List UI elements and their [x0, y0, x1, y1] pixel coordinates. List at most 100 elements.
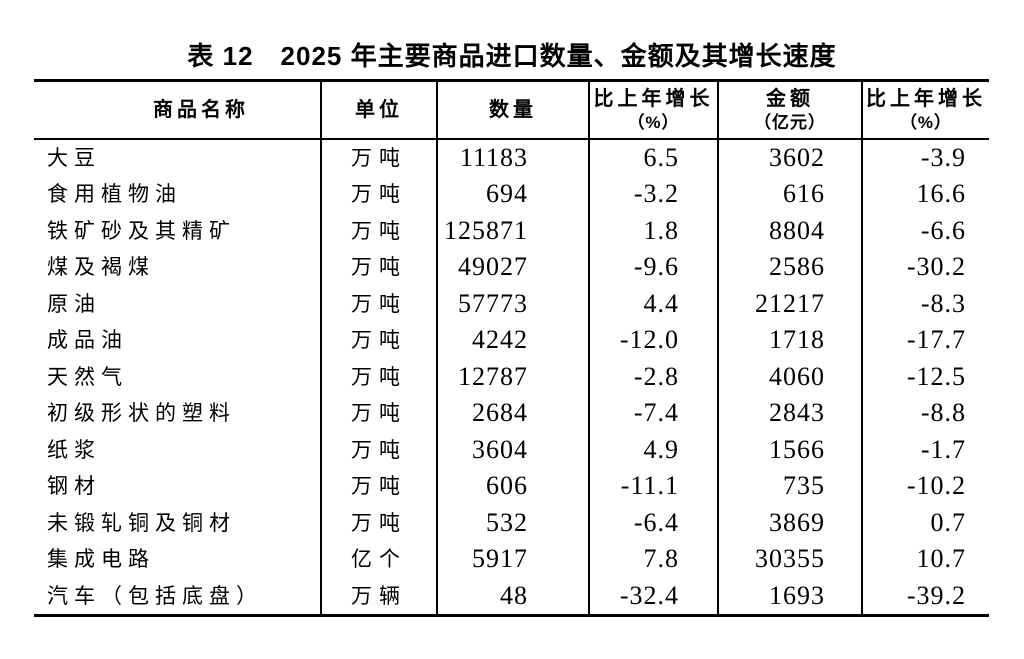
table-row: 成品油 万吨 4242 -12.0 1718 -17.7 [34, 322, 989, 359]
cell-quantity: 3604 [436, 431, 589, 468]
cell-commodity-name: 汽车（包括底盘） [47, 583, 263, 608]
cell-amount: 4060 [717, 358, 862, 395]
cell-commodity-name: 原油 [47, 291, 101, 316]
cell-unit: 万吨 [320, 468, 437, 505]
cell-commodity-name: 煤及褐煤 [47, 255, 155, 279]
cell-amount: 21217 [717, 285, 862, 322]
cell-commodity-name: 食用植物油 [47, 182, 182, 206]
table-title: 表 12 2025 年主要商品进口数量、金额及其增长速度 [187, 41, 837, 71]
cell-quantity-growth: 4.9 [588, 431, 718, 468]
cell-quantity-growth: -3.2 [588, 176, 718, 213]
cell-quantity-growth: 6.5 [588, 138, 718, 176]
cell-commodity-name: 成品油 [47, 328, 128, 352]
header-amount: 金额 （亿元） [717, 80, 862, 140]
cell-amount: 30355 [717, 541, 862, 578]
cell-quantity: 11183 [436, 138, 589, 176]
import-commodities-table: 商品名称 单位 数量 比上年增长 （%） 金额 （亿元） 比上年增长 [34, 79, 989, 617]
cell-unit: 万吨 [320, 285, 437, 322]
header-quantity-growth: 比上年增长 （%） [588, 80, 718, 140]
table-body: 大豆 万吨 11183 6.5 3602 -3.9 食用植物油 万吨 694 -… [34, 138, 989, 616]
cell-quantity: 49027 [436, 249, 589, 286]
cell-unit: 万吨 [320, 138, 437, 176]
cell-quantity: 532 [436, 504, 589, 541]
cell-quantity-growth: -32.4 [588, 577, 718, 616]
table-row: 纸浆 万吨 3604 4.9 1566 -1.7 [34, 431, 989, 468]
cell-unit: 万吨 [320, 322, 437, 359]
cell-amount: 1566 [717, 431, 862, 468]
header-quantity: 数量 [436, 80, 589, 140]
cell-quantity-growth: -11.1 [588, 468, 718, 505]
table-row: 大豆 万吨 11183 6.5 3602 -3.9 [34, 138, 989, 176]
cell-commodity-name: 钢材 [47, 474, 101, 498]
table-row: 初级形状的塑料 万吨 2684 -7.4 2843 -8.8 [34, 395, 989, 432]
cell-amount-growth: -3.9 [861, 138, 989, 176]
cell-unit: 万吨 [320, 395, 437, 432]
table-row: 食用植物油 万吨 694 -3.2 616 16.6 [34, 176, 989, 213]
header-amount-label: 金额 [766, 87, 814, 110]
table-row: 煤及褐煤 万吨 49027 -9.6 2586 -30.2 [34, 249, 989, 286]
cell-quantity: 48 [436, 577, 589, 616]
cell-amount: 2843 [717, 395, 862, 432]
cell-amount-growth: -8.3 [861, 285, 989, 322]
cell-amount-growth: -1.7 [861, 431, 989, 468]
header-quantity-growth-label: 比上年增长 [593, 87, 714, 110]
header-commodity-name: 商品名称 [34, 80, 321, 140]
cell-unit: 万吨 [320, 212, 437, 249]
header-row: 商品名称 单位 数量 比上年增长 （%） 金额 （亿元） 比上年增长 [34, 80, 989, 140]
header-amount-growth: 比上年增长 （%） [861, 80, 989, 140]
cell-quantity-growth: 1.8 [588, 212, 718, 249]
cell-commodity-name: 未锻轧铜及铜材 [47, 510, 236, 535]
cell-commodity-name: 集成电路 [47, 547, 155, 571]
header-unit: 单位 [320, 80, 437, 140]
cell-amount-growth: -8.8 [861, 395, 989, 432]
header-quantity-label: 数量 [489, 98, 537, 121]
cell-amount-growth: -39.2 [861, 577, 989, 616]
cell-amount-growth: -10.2 [861, 468, 989, 505]
cell-quantity: 57773 [436, 285, 589, 322]
cell-unit: 万吨 [320, 176, 437, 213]
cell-quantity: 5917 [436, 541, 589, 578]
cell-unit: 万吨 [320, 249, 437, 286]
cell-commodity-name: 纸浆 [47, 437, 101, 462]
cell-amount: 3869 [717, 504, 862, 541]
cell-quantity: 4242 [436, 322, 589, 359]
cell-amount: 1693 [717, 577, 862, 616]
cell-quantity-growth: -7.4 [588, 395, 718, 432]
cell-amount: 616 [717, 176, 862, 213]
cell-quantity-growth: -2.8 [588, 358, 718, 395]
table-row: 原油 万吨 57773 4.4 21217 -8.3 [34, 285, 989, 322]
cell-quantity-growth: -6.4 [588, 504, 718, 541]
cell-unit: 万吨 [320, 504, 437, 541]
table-row: 未锻轧铜及铜材 万吨 532 -6.4 3869 0.7 [34, 504, 989, 541]
cell-quantity-growth: 7.8 [588, 541, 718, 578]
cell-amount-growth: -30.2 [861, 249, 989, 286]
cell-quantity: 12787 [436, 358, 589, 395]
header-amount-growth-unit: （%） [899, 112, 953, 132]
header-amount-growth-label: 比上年增长 [866, 87, 986, 110]
cell-amount: 3602 [717, 138, 862, 176]
header-quantity-growth-unit: （%） [627, 112, 680, 132]
table-row: 汽车（包括底盘） 万辆 48 -32.4 1693 -39.2 [34, 577, 989, 616]
header-commodity-name-label: 商品名称 [153, 98, 249, 121]
cell-amount-growth: 0.7 [861, 504, 989, 541]
cell-quantity-growth: 4.4 [588, 285, 718, 322]
table-row: 钢材 万吨 606 -11.1 735 -10.2 [34, 468, 989, 505]
cell-quantity-growth: -12.0 [588, 322, 718, 359]
cell-unit: 万吨 [320, 358, 437, 395]
cell-unit: 亿个 [320, 541, 437, 578]
cell-unit: 万辆 [320, 577, 437, 616]
table-row: 集成电路 亿个 5917 7.8 30355 10.7 [34, 541, 989, 578]
table-row: 天然气 万吨 12787 -2.8 4060 -12.5 [34, 358, 989, 395]
cell-quantity: 606 [436, 468, 589, 505]
table-row: 铁矿砂及其精矿 万吨 125871 1.8 8804 -6.6 [34, 212, 989, 249]
cell-quantity-growth: -9.6 [588, 249, 718, 286]
cell-amount-growth: -12.5 [861, 358, 989, 395]
header-unit-label: 单位 [355, 98, 403, 121]
cell-amount-growth: -6.6 [861, 212, 989, 249]
cell-quantity: 694 [436, 176, 589, 213]
cell-amount: 2586 [717, 249, 862, 286]
cell-unit: 万吨 [320, 431, 437, 468]
cell-commodity-name: 初级形状的塑料 [47, 401, 236, 425]
cell-amount-growth: 16.6 [861, 176, 989, 213]
header-amount-unit: （亿元） [754, 112, 826, 132]
